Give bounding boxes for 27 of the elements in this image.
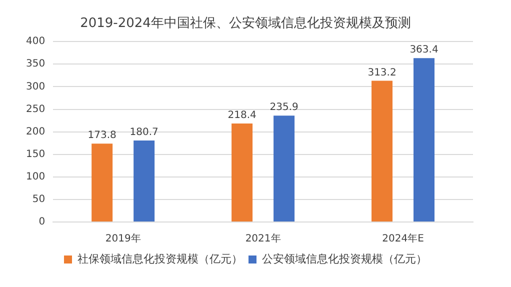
y-tick-label: 50 <box>32 194 46 206</box>
y-tick-label: 0 <box>38 216 46 228</box>
bar <box>232 124 253 222</box>
x-tick-label: 2019年 <box>105 232 141 245</box>
x-tick-label: 2024年E <box>382 232 424 245</box>
chart-title: 2019-2024年中国社保、公安领域信息化投资规模及预测 <box>80 15 411 32</box>
bar <box>92 144 113 222</box>
bar <box>134 140 155 222</box>
data-label: 173.8 <box>88 130 116 142</box>
data-label: 235.9 <box>270 102 298 114</box>
data-label: 218.4 <box>228 110 256 122</box>
data-label: 180.7 <box>130 127 158 138</box>
bar <box>274 116 295 222</box>
bar <box>372 80 393 222</box>
y-tick-label: 100 <box>26 171 46 182</box>
legend-label: 公安领域信息化投资规模（亿元） <box>262 252 427 266</box>
bar <box>414 58 435 222</box>
legend-label: 社保领域信息化投资规模（亿元） <box>78 252 242 266</box>
x-tick-label: 2021年 <box>245 232 281 245</box>
y-tick-label: 200 <box>26 126 46 138</box>
y-tick-label: 350 <box>26 58 46 70</box>
y-tick-label: 300 <box>26 81 46 92</box>
data-label: 313.2 <box>368 67 396 78</box>
y-tick-label: 250 <box>26 104 46 115</box>
y-tick-label: 400 <box>26 36 46 48</box>
data-label: 363.4 <box>410 44 438 56</box>
y-tick-label: 150 <box>26 148 46 160</box>
